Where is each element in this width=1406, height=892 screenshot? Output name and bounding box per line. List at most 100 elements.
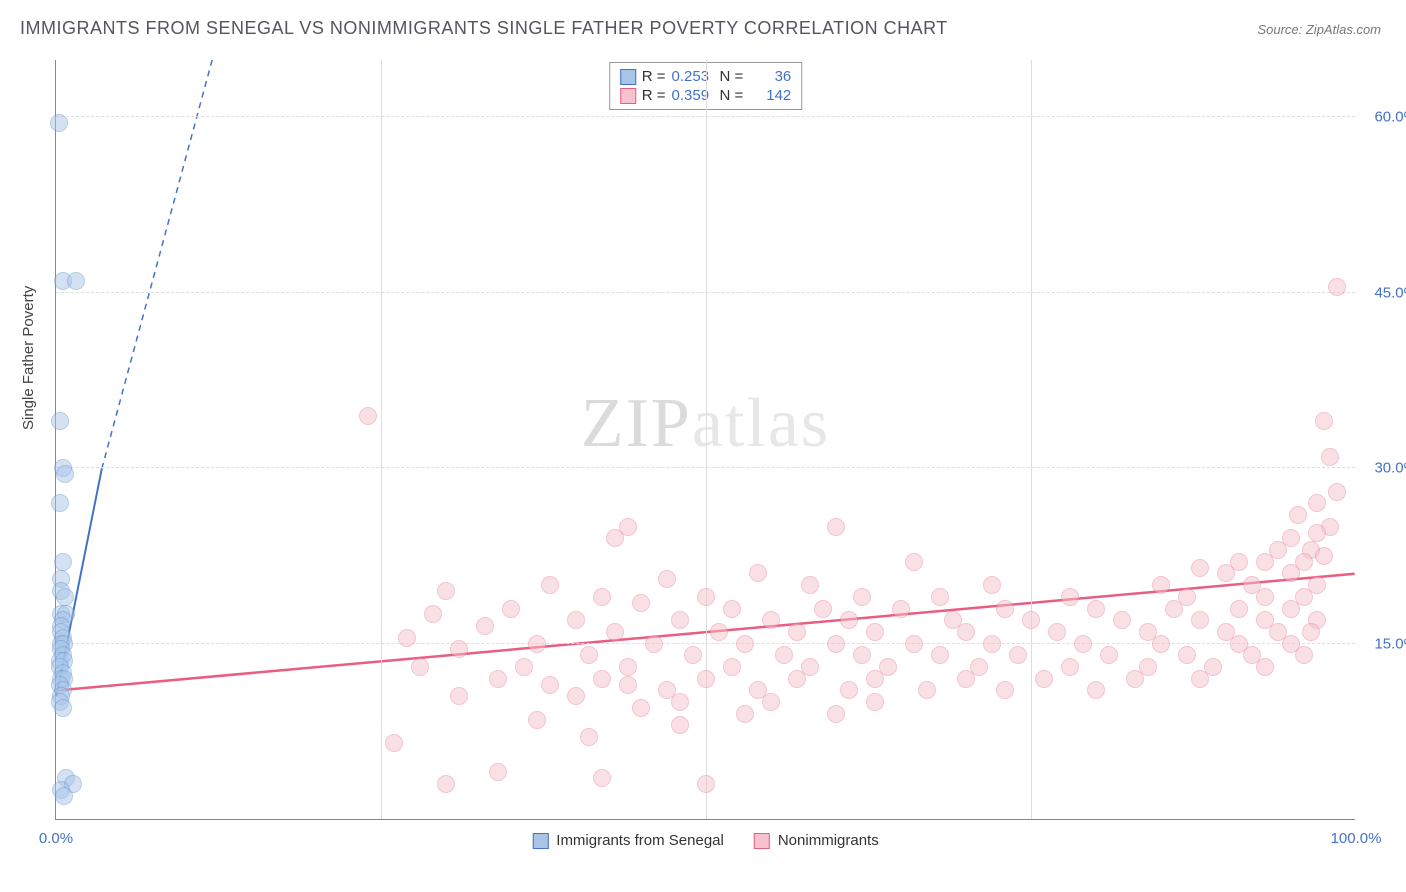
data-point xyxy=(1061,588,1079,606)
data-point xyxy=(606,529,624,547)
data-point xyxy=(528,635,546,653)
data-point xyxy=(1087,681,1105,699)
watermark-thin: atlas xyxy=(692,385,830,462)
y-tick-label: 30.0% xyxy=(1374,460,1406,477)
data-point xyxy=(1165,600,1183,618)
stat-r-label: R = xyxy=(642,68,666,85)
data-point xyxy=(1191,611,1209,629)
data-point xyxy=(1308,524,1326,542)
data-point xyxy=(411,658,429,676)
data-point xyxy=(1178,646,1196,664)
data-point xyxy=(866,693,884,711)
data-point xyxy=(762,693,780,711)
data-point xyxy=(593,769,611,787)
data-point xyxy=(710,623,728,641)
data-point xyxy=(827,635,845,653)
data-point xyxy=(1308,494,1326,512)
data-point xyxy=(1282,564,1300,582)
data-point xyxy=(1100,646,1118,664)
data-point xyxy=(515,658,533,676)
data-point xyxy=(1321,448,1339,466)
data-point xyxy=(580,646,598,664)
data-point xyxy=(827,705,845,723)
data-point xyxy=(853,646,871,664)
data-point xyxy=(1152,635,1170,653)
stat-n-label: N = xyxy=(720,87,744,104)
data-point xyxy=(957,670,975,688)
data-point xyxy=(450,687,468,705)
data-point xyxy=(840,681,858,699)
data-point xyxy=(996,681,1014,699)
legend-swatch-1 xyxy=(532,833,548,849)
data-point xyxy=(957,623,975,641)
data-point xyxy=(1282,600,1300,618)
data-point xyxy=(736,635,754,653)
data-point xyxy=(905,553,923,571)
data-point xyxy=(1295,646,1313,664)
data-point xyxy=(593,588,611,606)
data-point xyxy=(1256,588,1274,606)
data-point xyxy=(697,775,715,793)
stat-r-value-2: 0.359 xyxy=(672,87,714,104)
data-point xyxy=(801,576,819,594)
data-point xyxy=(1217,564,1235,582)
data-point xyxy=(398,629,416,647)
data-point xyxy=(502,600,520,618)
data-point xyxy=(671,693,689,711)
data-point xyxy=(736,705,754,723)
data-point xyxy=(723,658,741,676)
data-point xyxy=(840,611,858,629)
data-point xyxy=(931,646,949,664)
data-point xyxy=(931,588,949,606)
data-point xyxy=(450,640,468,658)
data-point xyxy=(1048,623,1066,641)
data-point xyxy=(619,676,637,694)
data-point xyxy=(749,564,767,582)
chart-container: IMMIGRANTS FROM SENEGAL VS NONIMMIGRANTS… xyxy=(0,0,1406,892)
data-point xyxy=(892,600,910,618)
data-point xyxy=(1074,635,1092,653)
data-point xyxy=(1315,412,1333,430)
data-point xyxy=(593,670,611,688)
data-point xyxy=(983,576,1001,594)
data-point xyxy=(827,518,845,536)
data-point xyxy=(1328,483,1346,501)
x-tick-label: 0.0% xyxy=(39,830,73,847)
data-point xyxy=(658,570,676,588)
data-point xyxy=(359,407,377,425)
data-point xyxy=(814,600,832,618)
data-point xyxy=(1289,506,1307,524)
data-point xyxy=(866,623,884,641)
data-point xyxy=(54,699,72,717)
data-point xyxy=(1302,623,1320,641)
data-point xyxy=(918,681,936,699)
y-tick-label: 60.0% xyxy=(1374,109,1406,126)
data-point xyxy=(580,728,598,746)
stat-n-value-1: 36 xyxy=(749,68,791,85)
stat-r-value-1: 0.253 xyxy=(672,68,714,85)
swatch-series-1 xyxy=(620,69,636,85)
data-point xyxy=(489,763,507,781)
data-point xyxy=(684,646,702,664)
data-point xyxy=(723,600,741,618)
data-point xyxy=(905,635,923,653)
data-point xyxy=(51,412,69,430)
gridline-v xyxy=(1031,60,1032,819)
stat-n-label: N = xyxy=(720,68,744,85)
data-point xyxy=(632,594,650,612)
y-tick-label: 15.0% xyxy=(1374,635,1406,652)
data-point xyxy=(1126,670,1144,688)
legend-label-2: Nonimmigrants xyxy=(778,832,879,849)
watermark-bold: ZIP xyxy=(581,385,692,462)
data-point xyxy=(996,600,1014,618)
swatch-series-2 xyxy=(620,88,636,104)
data-point xyxy=(489,670,507,688)
data-point xyxy=(1230,600,1248,618)
bottom-legend: Immigrants from Senegal Nonimmigrants xyxy=(532,832,878,849)
data-point xyxy=(762,611,780,629)
data-point xyxy=(1087,600,1105,618)
data-point xyxy=(671,716,689,734)
data-point xyxy=(1191,670,1209,688)
data-point xyxy=(866,670,884,688)
data-point xyxy=(788,670,806,688)
